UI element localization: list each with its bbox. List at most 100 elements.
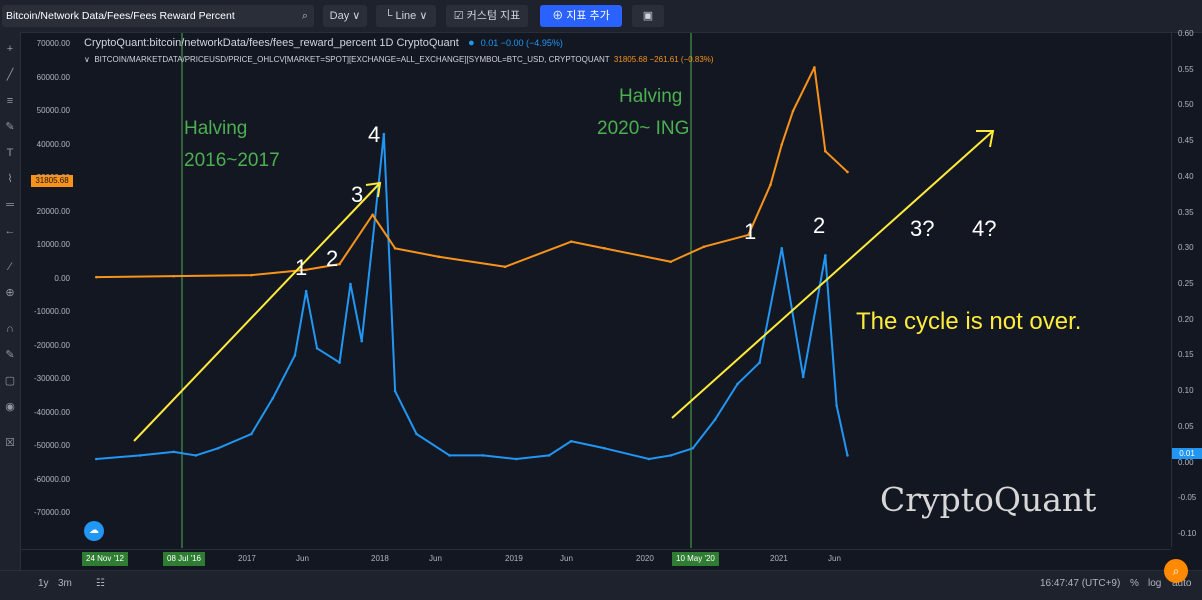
time-axis-date-tag: 10 May '20 [672,552,719,566]
data-point-0-11 [349,282,352,286]
data-point-0-0 [95,457,98,461]
price-last-value-tag: 31805.68 [31,175,73,187]
data-point-0-12 [360,339,364,343]
ruler-icon[interactable]: ⁄ [9,261,11,273]
text-icon[interactable]: T [6,147,14,159]
data-point-0-14 [382,132,386,136]
percent-toggle[interactable]: % [1130,578,1139,589]
collapse-icon[interactable]: ∨ [84,55,90,64]
search-icon[interactable]: ⌕ [301,10,308,22]
data-point-0-16 [415,432,418,436]
crosshair-icon[interactable]: + [6,43,14,55]
time-axis-tick-label: 2017 [238,554,256,563]
zoom-search-icon[interactable]: ⌕ [1164,559,1188,583]
line-chart-icon: └ [384,10,393,22]
right-axis-tick-label: 0.40 [1178,171,1194,181]
data-point-0-17 [448,454,451,457]
log-toggle[interactable]: log [1148,578,1162,589]
chart-style-dropdown[interactable]: └ Line ∨ [376,5,436,27]
custom-indicator-button[interactable]: ☑ 커스텀 지표 [446,5,528,27]
data-point-1-4 [338,262,341,266]
time-axis-date-tag: 24 Nov '12 [82,552,128,566]
wave-label-3: 3 [351,182,364,207]
fib-icon[interactable]: ≡ [6,95,14,107]
add-indicator-button[interactable]: ⊕ 지표 추가 [540,5,622,27]
time-axis-tick-label: Jun [560,554,573,563]
data-point-1-16 [791,109,795,113]
screenshot-button[interactable]: ▣ [632,5,664,27]
chevron-down-icon: ∨ [352,10,361,22]
wave-label-4: 4 [368,122,381,147]
data-point-0-2 [172,450,175,454]
pencil-lock-icon[interactable]: ✎ [5,349,15,361]
auto-toggle[interactable]: auto [1172,578,1192,589]
data-point-0-29 [780,246,784,250]
wave-label-4-projected: 4? [972,216,997,241]
right-axis-tick-label: 0.50 [1178,100,1194,110]
right-axis-tick-label: 0.25 [1178,279,1194,288]
data-point-1-0 [95,275,98,279]
pattern-icon[interactable]: ⌇ [7,173,13,185]
left-axis-tick-label: -40000.00 [33,407,70,417]
data-point-0-28 [758,361,761,364]
data-point-1-9 [569,240,573,243]
data-point-0-5 [250,432,253,436]
left-axis-tick-label: 10000.00 [36,240,70,249]
clock-display[interactable]: 16:47:47 (UTC+9) [1040,578,1121,589]
eye-icon[interactable]: ◉ [5,401,15,413]
data-point-1-12 [702,245,706,248]
data-point-0-31 [824,254,827,257]
time-axis-tick-label: Jun [296,554,309,563]
time-axis-tick-label: 2020 [636,554,654,563]
trendline-icon[interactable]: ╱ [6,69,14,81]
data-point-0-27 [736,382,739,386]
left-axis-tick-label: 70000.00 [36,39,70,48]
trash-icon[interactable]: ☒ [5,437,15,449]
zoom-icon[interactable]: ⊕ [5,287,15,299]
trend-arrow-2 [671,130,994,419]
data-point-1-8 [503,265,507,269]
data-point-0-3 [194,454,198,457]
data-point-1-10 [603,247,606,250]
right-axis-tick-label: 0.35 [1178,207,1194,217]
data-point-1-18 [824,149,827,153]
left-axis-tick-label: 20000.00 [36,206,70,216]
cryptoquant-watermark: CryptoQuant [880,480,1097,519]
data-point-1-13 [747,233,750,237]
back-arrow-icon[interactable]: ← [4,225,16,237]
left-axis-tick-label: 60000.00 [36,72,70,82]
data-point-0-20 [547,454,551,457]
brush-icon[interactable]: ✎ [5,121,15,133]
lock-icon[interactable]: ▢ [4,375,16,387]
chevron-down-icon: ∨ [419,10,428,22]
range-3m-button[interactable]: 3m [58,578,72,589]
interval-dropdown[interactable]: Day ∨ [323,5,367,27]
left-axis-tick-label: -60000.00 [33,474,70,484]
left-axis-tick-label: -20000.00 [33,340,70,350]
legend-main-title: CryptoQuant:bitcoin/networkData/fees/fee… [84,37,459,49]
cloud-icon[interactable]: ☁ [84,521,104,541]
series-line-fees_reward_percent [96,133,849,460]
left-axis-tick-label: -30000.00 [33,374,70,383]
plus-circle-icon: ⊕ [552,10,564,22]
custom-indicator-label: 커스텀 지표 [466,10,521,22]
left-axis-tick-label: -50000.00 [33,441,70,450]
data-point-1-15 [780,143,784,146]
date-range-icon[interactable]: ☷ [96,578,105,589]
measure-icon[interactable]: ═ [6,199,14,211]
left-axis-tick-label: 50000.00 [36,106,70,115]
right-value-axis[interactable]: 0.60 0.55 0.50 0.45 0.40 0.35 0.30 0.25 0.20 0.15… [1171,29,1202,547]
time-axis[interactable]: 24 Nov '12 08 Jul '16 10 May '20 2017 Jun 201… [21,549,1171,570]
camera-icon: ▣ [642,10,654,22]
right-axis-tick-label: -0.10 [1178,529,1197,538]
magnet-icon[interactable]: ∩ [6,323,14,335]
symbol-search-input[interactable]: Bitcoin/Network Data/Fees/Fees Reward Pe… [2,5,314,27]
data-point-0-23 [647,457,651,461]
drawing-toolbar: + ╱ ≡ ✎ T ⌇ ═ ← ⁄ ⊕ ∩ ✎ ▢ ◉ ☒ [0,32,21,577]
data-point-1-2 [250,273,253,277]
range-1y-button[interactable]: 1y [38,578,49,589]
data-point-0-22 [603,446,606,450]
right-axis-tick-label: 0.05 [1178,421,1194,431]
legend-overlay: ∨ BITCOIN/MARKETDATA/PRICEUSD/PRICE_OHLC… [84,55,714,64]
